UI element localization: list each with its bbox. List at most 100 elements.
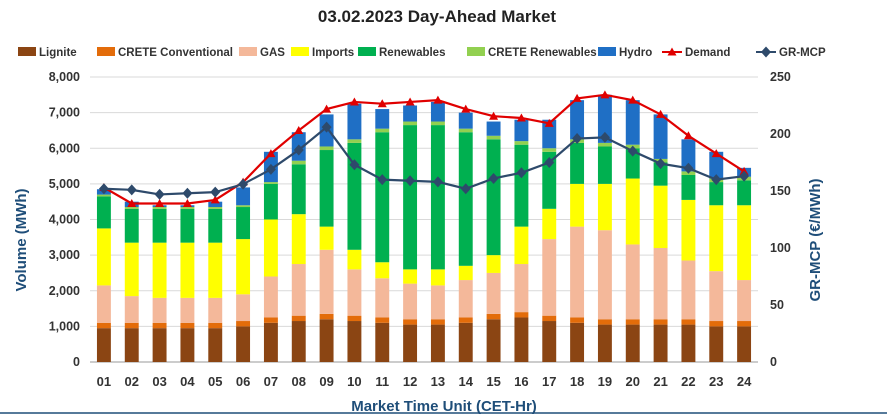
bar-segment [430, 285, 445, 320]
x-tick-label: 10 [347, 374, 361, 389]
bar-segment [403, 269, 418, 284]
bar-segment [737, 321, 752, 327]
bar-segment [375, 278, 390, 318]
bar-segment [236, 321, 251, 327]
y-tick-label: 1,000 [49, 319, 80, 333]
bar-segment [208, 297, 223, 323]
y2-tick-label: 0 [770, 355, 777, 369]
bar-segment [319, 150, 334, 227]
bar-segment [403, 283, 418, 320]
data-point [711, 174, 722, 186]
bar-segment [709, 205, 724, 272]
bar-segment [291, 264, 306, 316]
bar-segment [152, 297, 167, 323]
bar-segment [236, 239, 251, 295]
bar-segment [430, 319, 445, 325]
bar-segment [514, 144, 529, 227]
bar-segment [208, 208, 223, 243]
bar-segment [709, 151, 724, 179]
data-point [405, 175, 416, 187]
bar-segment [403, 324, 418, 362]
bar-segment [347, 321, 362, 362]
y-axis-label: Volume (MWh) [13, 188, 30, 291]
bar-segment [458, 112, 473, 129]
legend-label: Hydro [619, 47, 652, 59]
bar-segment [291, 321, 306, 362]
data-point [572, 133, 583, 145]
bar-segment [208, 328, 223, 362]
bar-segment [291, 214, 306, 265]
legend-label: Imports [312, 47, 354, 59]
bar-segment [347, 103, 362, 140]
x-tick-label: 08 [292, 374, 306, 389]
bar-segment [236, 207, 251, 240]
data-point [98, 183, 109, 195]
bar-segment [124, 208, 139, 243]
bar-segment [208, 242, 223, 298]
bar-segment [236, 294, 251, 322]
bar-segment [486, 135, 501, 140]
legend-label: GR-MCP [779, 47, 826, 59]
legend: Lignite CRETE Conventional GAS Imports Renew… [18, 46, 826, 59]
bar-segment [514, 312, 529, 318]
bar-segment [403, 125, 418, 270]
data-point [628, 95, 638, 104]
bar-segment [570, 317, 585, 323]
y-axis-ticks: 0 1,000 2,000 3,000 4,000 5,000 6,000 7,000 8,00… [49, 70, 80, 369]
x-tick-label: 24 [737, 374, 752, 389]
gridlines [90, 76, 758, 363]
data-point [683, 162, 694, 174]
x-tick-label: 22 [681, 374, 695, 389]
bar-segment [625, 178, 640, 245]
bar-segment [597, 183, 612, 231]
legend-marker [667, 47, 677, 56]
bar-segment [152, 208, 167, 243]
data-point [238, 178, 249, 190]
bar-segment [152, 328, 167, 362]
bar-segment [709, 326, 724, 362]
data-point [683, 131, 693, 140]
bar-segment [319, 226, 334, 250]
x-tick-label: 18 [570, 374, 584, 389]
x-tick-label: 06 [236, 374, 250, 389]
x-tick-label: 03 [152, 374, 166, 389]
bar-segment [96, 194, 111, 197]
data-point [126, 184, 137, 196]
y-tick-label: 7,000 [49, 106, 80, 120]
legend-label: Demand [685, 47, 730, 59]
y2-axis-label: GR-MCP (€/MWh) [807, 178, 824, 301]
x-tick-label: 20 [626, 374, 640, 389]
bar-segment [709, 271, 724, 322]
data-point [266, 149, 276, 158]
data-point [182, 187, 193, 199]
x-tick-label: 12 [403, 374, 417, 389]
bar-segment [542, 148, 557, 152]
x-tick-label: 02 [125, 374, 139, 389]
bar-segment [180, 297, 195, 323]
bar-segment [319, 313, 334, 320]
y-tick-label: 6,000 [49, 141, 80, 155]
bar-segment [403, 105, 418, 122]
bar-segment [124, 296, 139, 323]
data-point [154, 188, 165, 200]
y2-tick-label: 50 [770, 298, 784, 312]
bar-segment [96, 328, 111, 362]
legend-swatch [97, 47, 115, 56]
bar-segment [653, 248, 668, 320]
x-tick-label: 04 [180, 374, 195, 389]
x-tick-label: 17 [542, 374, 556, 389]
bar-segment [152, 242, 167, 298]
x-tick-label: 21 [653, 374, 667, 389]
bar-segment [96, 285, 111, 323]
bar-segment [347, 315, 362, 322]
bar-segment [430, 121, 445, 126]
bar-segment [180, 207, 195, 209]
x-tick-label: 14 [459, 374, 474, 389]
bar-segment [124, 322, 139, 329]
legend-marker [761, 46, 771, 58]
data-point [544, 157, 555, 168]
bar-segment [681, 324, 696, 362]
bar-segment [570, 183, 585, 227]
bar-segment [403, 121, 418, 126]
x-tick-label: 23 [709, 374, 723, 389]
